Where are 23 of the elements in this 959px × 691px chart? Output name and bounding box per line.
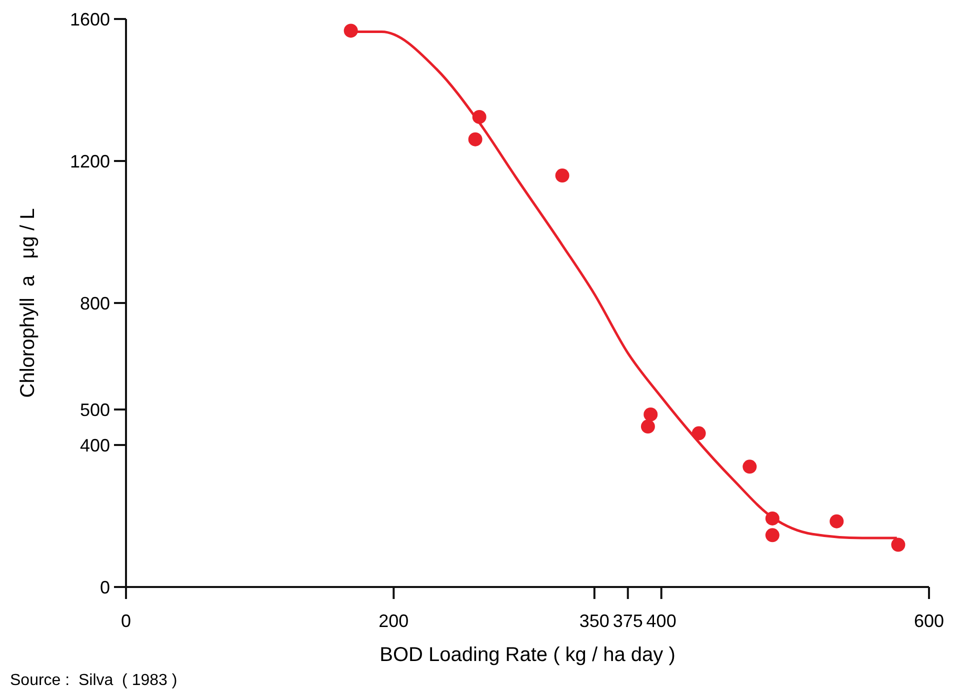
- point: [555, 168, 570, 183]
- point: [644, 407, 658, 422]
- point: [765, 528, 780, 542]
- x-tick-label: 600: [914, 611, 944, 631]
- x-tick-label: 200: [378, 611, 409, 631]
- x-tick-label: 400: [646, 611, 676, 631]
- point: [891, 538, 906, 552]
- y-axis-title: Chlorophyll a μg / L: [17, 208, 39, 398]
- y-tick-label: 1200: [70, 151, 110, 172]
- x-tick-label: 0: [120, 611, 132, 631]
- x-axis-title: BOD Loading Rate ( kg / ha day ): [380, 644, 676, 666]
- point: [742, 460, 757, 474]
- y-tick-label: 0: [100, 577, 110, 598]
- source-note: Source : Silva ( 1983 ): [10, 672, 178, 689]
- y-tick-label: 400: [80, 435, 110, 456]
- point: [640, 420, 655, 434]
- y-tick-label: 500: [80, 400, 110, 420]
- point: [468, 132, 482, 146]
- y-tick-label: 1600: [70, 9, 110, 30]
- point: [830, 514, 844, 528]
- x-tick-label: 375: [612, 611, 643, 631]
- y-tick-label: 800: [80, 293, 110, 314]
- x-tick-label: 350: [579, 611, 610, 631]
